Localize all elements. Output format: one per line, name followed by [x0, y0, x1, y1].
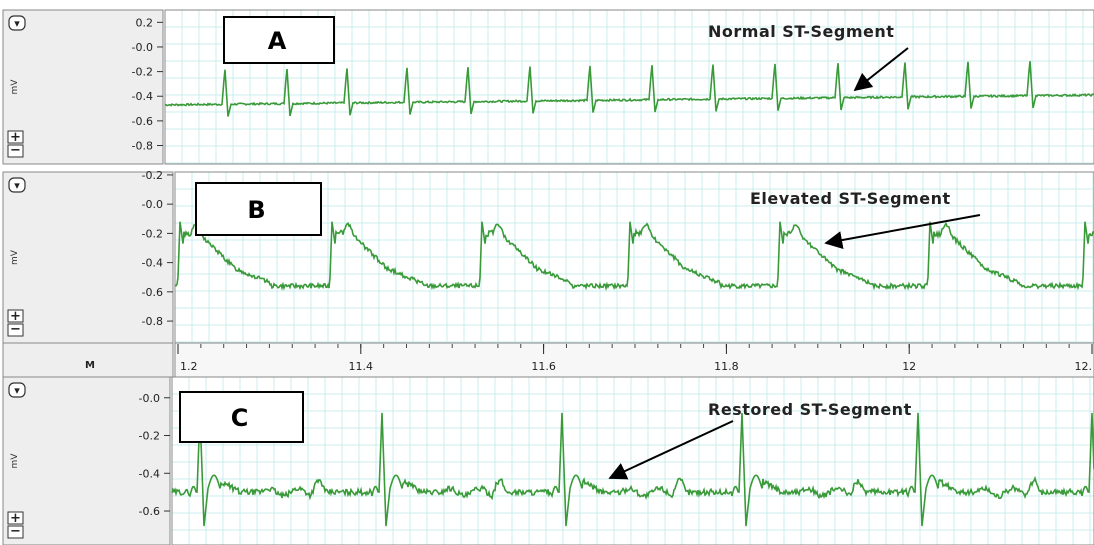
zoom-out-frame: [7, 323, 24, 337]
panel-dropdown-button[interactable]: ▾: [8, 382, 26, 398]
annotation-text: Elevated ST-Segment: [750, 189, 951, 208]
ecg-trace-b: [174, 221, 1094, 292]
axis-panel: [2, 376, 171, 545]
y-tick-label: -0.2: [139, 430, 160, 443]
dropdown-icon: ▾: [14, 17, 20, 30]
y-tick-label: -0.8: [142, 315, 163, 328]
x-tick-label: 12.: [1075, 360, 1093, 373]
annotation-arrow: [824, 214, 981, 249]
y-tick-label: -0.2: [142, 227, 163, 240]
zoom-in-frame: [7, 130, 24, 144]
y-tick-label: -0.4: [142, 257, 163, 270]
panel-label-box: [195, 182, 322, 236]
panel-b: [2, 171, 174, 344]
zoom-in-button[interactable]: +: [7, 130, 24, 145]
zoom-in-frame: [7, 511, 24, 525]
x-tick-label: 12: [902, 360, 916, 373]
ecg-trace-c: [171, 412, 1094, 527]
zoom-out-icon: −: [10, 322, 21, 337]
zoom-out-button[interactable]: −: [7, 524, 24, 539]
time-axis-strip: [174, 342, 1094, 378]
y-tick-label: -0.6: [139, 505, 160, 518]
zoom-out-icon: −: [10, 524, 21, 539]
y-tick-label: -0.8: [132, 140, 153, 153]
panel-label-box: [179, 391, 304, 443]
y-tick-label: -0.0: [142, 198, 163, 211]
time-axis-marker-icon: M: [85, 360, 95, 371]
dropdown-icon: ▾: [14, 384, 20, 397]
y-axis-label: mV: [10, 79, 20, 95]
zoom-out-frame: [7, 144, 24, 158]
time-axis-side: [2, 342, 174, 378]
zoom-in-icon: +: [10, 130, 21, 145]
annotation-arrow: [608, 420, 734, 480]
y-tick-label: -0.6: [142, 286, 163, 299]
dropdown-icon-frame: [8, 177, 26, 193]
zoom-out-icon: −: [10, 143, 21, 158]
zoom-in-button[interactable]: +: [7, 511, 24, 526]
panel-a: [2, 9, 164, 165]
plot-border: [164, 9, 1094, 165]
panel-label: B: [247, 196, 265, 224]
zoom-in-icon: +: [10, 511, 21, 526]
panel-c: [2, 376, 171, 545]
y-tick-label: -0.2: [132, 66, 153, 79]
y-axis-label: mV: [10, 249, 20, 265]
dropdown-icon-frame: [8, 382, 26, 398]
y-tick-label: 0.2: [136, 16, 154, 29]
axis-panel: [2, 9, 164, 165]
y-tick-label: -0.0: [132, 41, 153, 54]
x-tick-label: 1.2: [180, 360, 198, 373]
annotation-arrow: [853, 47, 909, 92]
zoom-in-frame: [7, 309, 24, 323]
annotation-text: Normal ST-Segment: [708, 22, 894, 41]
annotation-text: Restored ST-Segment: [708, 400, 912, 419]
axis-panel: [2, 171, 174, 344]
zoom-in-button[interactable]: +: [7, 309, 24, 324]
ecg-trace-a: [164, 61, 1094, 117]
dropdown-icon-frame: [8, 15, 26, 31]
dropdown-icon: ▾: [14, 179, 20, 192]
plot-border: [171, 376, 1094, 545]
x-tick-label: 11.6: [531, 360, 556, 373]
zoom-out-button[interactable]: −: [7, 143, 24, 158]
panel-dropdown-button[interactable]: ▾: [8, 15, 26, 31]
panel-label-box: [223, 16, 335, 64]
x-tick-label: 11.8: [714, 360, 739, 373]
y-tick-label: -0.4: [139, 467, 160, 480]
y-tick-label: -0.4: [132, 90, 153, 103]
zoom-out-button[interactable]: −: [7, 322, 24, 337]
panel-label: C: [231, 404, 249, 432]
x-tick-label: 11.4: [349, 360, 374, 373]
grid-b: [174, 171, 1094, 343]
y-tick-label: -0.2: [142, 169, 163, 182]
y-tick-label: -0.0: [139, 392, 160, 405]
zoom-in-icon: +: [10, 309, 21, 324]
zoom-out-frame: [7, 525, 24, 539]
y-axis-label: mV: [10, 453, 20, 469]
y-tick-label: -0.6: [132, 115, 153, 128]
panel-dropdown-button[interactable]: ▾: [8, 177, 26, 193]
panel-label: A: [268, 27, 287, 55]
grid-c: [171, 376, 1094, 545]
